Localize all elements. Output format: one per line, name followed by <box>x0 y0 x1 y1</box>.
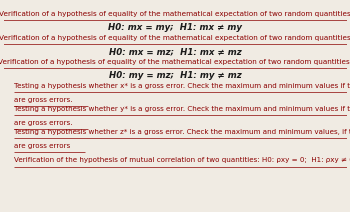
Text: Testing a hypothesis whether x* is a gross error. Check the maximum and minimum : Testing a hypothesis whether x* is a gro… <box>14 83 350 89</box>
Text: are gross errors: are gross errors <box>14 143 70 149</box>
Text: H0: mx = mz;  H1: mx ≠ mz: H0: mx = mz; H1: mx ≠ mz <box>108 47 241 56</box>
Text: Verification of the hypothesis of mutual correlation of two quantities: H0: ρxy : Verification of the hypothesis of mutual… <box>14 157 350 163</box>
Text: are gross errors.: are gross errors. <box>14 97 72 103</box>
Text: Verification of a hypothesis of equality of the mathematical expectation of two : Verification of a hypothesis of equality… <box>0 35 350 41</box>
Text: Testing a hypothesis whether z* is a gross error. Check the maximum and minimum : Testing a hypothesis whether z* is a gro… <box>14 129 350 135</box>
Text: Verification of a hypothesis of equality of the mathematical expectation of two : Verification of a hypothesis of equality… <box>0 59 350 65</box>
Text: are gross errors.: are gross errors. <box>14 120 72 126</box>
Text: Testing a hypothesis whether y* is a gross error. Check the maximum and minimum : Testing a hypothesis whether y* is a gro… <box>14 106 350 112</box>
Text: H0: my = mz;  H1: my ≠ mz: H0: my = mz; H1: my ≠ mz <box>108 71 241 80</box>
Text: H0: mx = my;  H1: mx ≠ my: H0: mx = my; H1: mx ≠ my <box>108 23 242 32</box>
Text: Verification of a hypothesis of equality of the mathematical expectation of two : Verification of a hypothesis of equality… <box>0 11 350 17</box>
